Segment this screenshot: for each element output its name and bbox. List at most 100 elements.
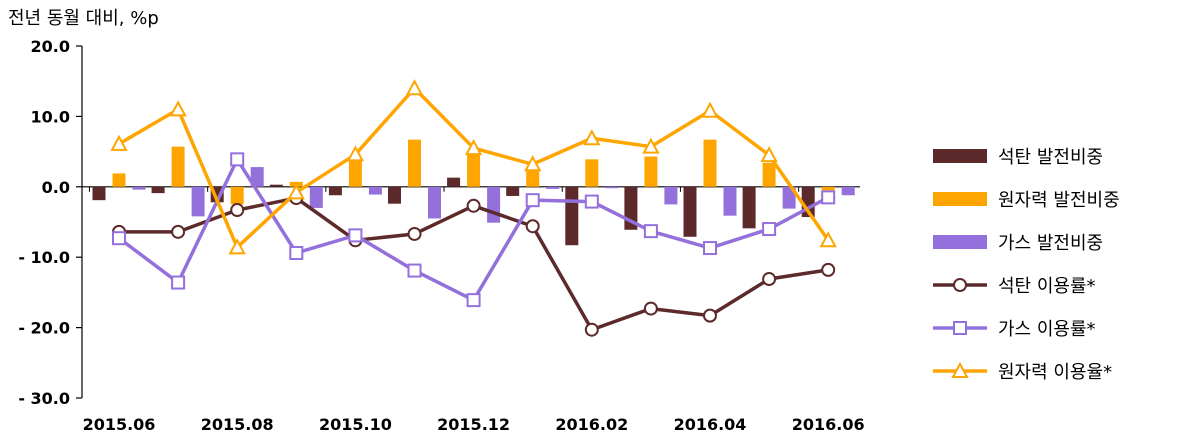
bar-3-2016.01 (546, 186, 560, 189)
point-2-2015.10 (348, 228, 363, 243)
bar-1-2015.06 (92, 186, 106, 201)
legend-label: 원자력 이용율* (998, 362, 1112, 383)
point-3-2015.10 (346, 145, 365, 162)
x-tick-label: 2016.02 (555, 415, 628, 434)
bar-3-2016.05 (782, 186, 796, 209)
point-2-2016.05 (762, 222, 777, 237)
bar-2-2015.11 (408, 139, 421, 187)
point-3-2015.12 (464, 138, 483, 156)
point-1-2016.06 (821, 262, 836, 277)
bar-3-2015.11 (428, 186, 441, 219)
bar-3-2015.10 (368, 186, 382, 195)
y-axis-title: 전년 동월 대비, %p (8, 8, 159, 29)
legend-swatch-marker (953, 321, 967, 335)
y-tick-label: 10.0 (31, 107, 70, 126)
legend-label: 가스 이용률* (998, 319, 1096, 340)
point-2-2015.07 (171, 275, 186, 290)
bar-1-2015.07 (151, 186, 165, 194)
point-3-2015.07 (169, 100, 187, 117)
x-tick-label: 2016.04 (674, 415, 747, 434)
bar-1-2015.10 (328, 186, 342, 196)
lines (110, 79, 837, 337)
point-3-2015.09 (287, 183, 305, 200)
y-tick-label: - 30.0 (18, 389, 70, 408)
legend-label: 석탄 발전비중 (998, 147, 1103, 168)
bar-3-2016.03 (664, 186, 678, 205)
point-3-2016.04 (701, 101, 719, 118)
x-tick-label: 2016.06 (792, 415, 865, 434)
point-2-2015.12 (466, 293, 481, 308)
x-tick-label: 2015.08 (201, 415, 274, 434)
point-3-2015.11 (405, 79, 424, 96)
bar-2-2015.07 (171, 146, 185, 187)
bar-2-2016.06 (821, 186, 835, 191)
point-2-2015.06 (112, 231, 126, 246)
bar-2-2016.04 (703, 139, 717, 187)
legend-label: 가스 발전비중 (998, 233, 1103, 254)
x-tick-label: 2015.06 (83, 415, 156, 434)
bar-2-2015.12 (467, 153, 481, 187)
bar-2-2015.08 (230, 186, 244, 205)
legend-swatch-marker (951, 361, 969, 378)
bar-2-2015.06 (112, 173, 126, 187)
legend-label: 석탄 이용률* (998, 276, 1096, 297)
bar-3-2015.08 (250, 167, 264, 187)
bar-3-2015.06 (132, 186, 146, 190)
point-2-2015.09 (289, 245, 304, 260)
point-1-2015.11 (407, 226, 422, 241)
bar-1-2016.05 (742, 186, 756, 229)
bars (92, 139, 855, 246)
point-2-2016.06 (821, 190, 836, 205)
point-3-2016.06 (819, 231, 837, 248)
bar-1-2015.12 (447, 177, 461, 187)
y-tick-label: - 20.0 (18, 319, 70, 338)
point-1-2015.12 (466, 198, 481, 213)
point-3-2016.03 (642, 137, 660, 154)
y-tick-label: 20.0 (31, 37, 70, 56)
point-1-2016.04 (703, 308, 717, 323)
bar-2-2015.10 (348, 160, 362, 187)
bar-3-2016.06 (841, 186, 855, 196)
bar-2-2016.03 (644, 156, 658, 187)
bar-3-2015.09 (309, 186, 323, 208)
legend-swatch (933, 192, 987, 206)
y-tick-label: 0.0 (42, 178, 70, 197)
legend-swatch-marker (953, 278, 967, 292)
axes (76, 45, 860, 399)
bar-3-2016.02 (605, 186, 619, 189)
bar-2-2016.05 (762, 162, 776, 187)
x-tick-label: 2015.12 (437, 415, 510, 434)
tick-labels: 20.0 10.0 0.0 - 10.0 - 20.0 - 30.0 2015.06 2015… (18, 37, 864, 434)
point-2-2016.01 (525, 193, 540, 208)
point-3-2016.01 (524, 155, 542, 172)
bar-1-2016.02 (565, 186, 579, 246)
bar-2-2016.02 (585, 159, 599, 187)
bar-1-2016.04 (683, 186, 697, 237)
x-tick-label: 2015.10 (319, 415, 392, 434)
bar-1-2015.09 (269, 184, 283, 187)
point-3-2016.05 (760, 146, 778, 163)
point-2-2016.04 (703, 241, 717, 256)
point-1-2015.08 (230, 203, 245, 218)
point-1-2016.05 (762, 272, 777, 287)
point-2-2015.11 (407, 263, 422, 278)
legend-swatch (933, 149, 987, 163)
point-1-2016.01 (525, 219, 540, 234)
legend-swatch (933, 235, 987, 249)
y-tick-label: - 10.0 (18, 248, 70, 267)
bar-3-2015.12 (487, 186, 501, 223)
point-2-2015.08 (230, 152, 245, 167)
bar-1-2016.01 (506, 186, 520, 196)
point-1-2016.02 (584, 322, 599, 337)
point-3-2015.06 (110, 134, 128, 151)
bar-2-2016.01 (526, 168, 540, 187)
point-3-2015.08 (228, 238, 246, 255)
legend-label: 원자력 발전비중 (998, 190, 1120, 211)
point-1-2016.03 (643, 301, 658, 316)
point-3-2016.02 (583, 129, 601, 146)
point-2-2016.03 (643, 224, 658, 239)
bar-3-2016.04 (723, 186, 737, 216)
bar-3-2015.07 (191, 186, 205, 217)
